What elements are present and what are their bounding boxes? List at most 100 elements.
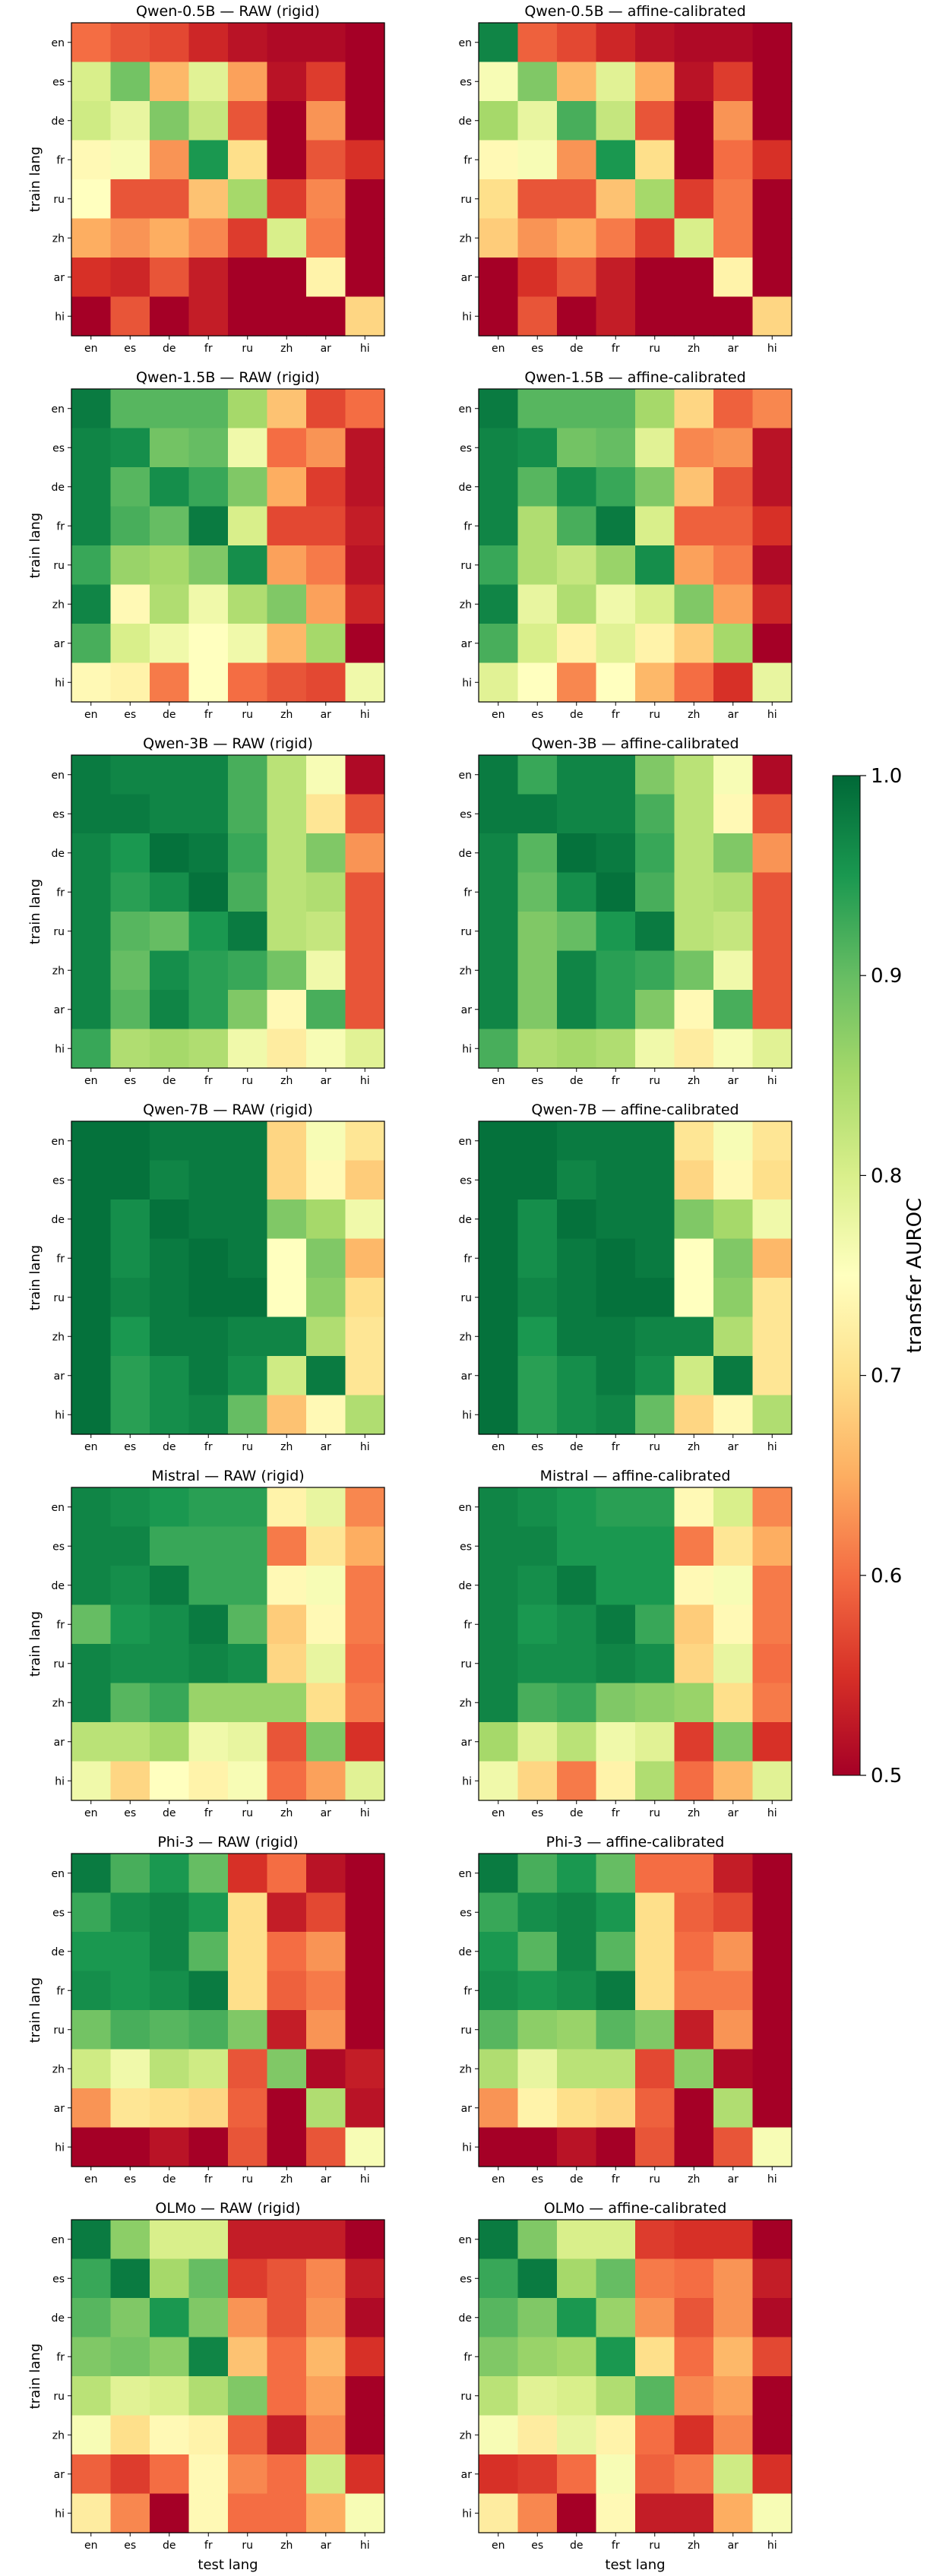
- y-tick-label: de: [459, 2312, 473, 2325]
- heatmap-cell: [635, 1566, 675, 1606]
- heatmap-cell: [267, 1932, 307, 1972]
- heatmap-cell: [71, 794, 112, 834]
- heatmap-cell: [345, 912, 385, 952]
- heatmap-cell: [479, 2088, 519, 2129]
- heatmap-cell: [674, 1683, 714, 1723]
- heatmap-cell: [345, 1356, 385, 1396]
- y-tick-label: ar: [461, 2103, 473, 2115]
- heatmap-cell: [517, 545, 558, 586]
- heatmap-cell: [228, 1854, 268, 1894]
- heatmap-cell: [150, 1199, 190, 1240]
- y-tick-label: ar: [54, 1737, 65, 1749]
- heatmap-cell: [110, 296, 150, 337]
- panel-frame: [71, 1853, 385, 2167]
- heatmap-cell: [517, 1395, 558, 1435]
- heatmap-cell: [752, 1683, 792, 1723]
- x-tick-label: en: [84, 2540, 98, 2552]
- panel-title: Qwen-1.5B — RAW (rigid): [136, 369, 320, 386]
- heatmap-cell: [713, 1566, 754, 1606]
- heatmap-cell: [110, 389, 150, 429]
- heatmap-cell: [71, 1160, 112, 1200]
- heatmap-cell: [596, 1971, 636, 2011]
- heatmap-cell: [557, 990, 597, 1030]
- heatmap-cell: [345, 1395, 385, 1435]
- heatmap-cell: [71, 296, 112, 337]
- x-tick-label: ar: [321, 1075, 332, 1087]
- heatmap-cell: [635, 833, 675, 874]
- heatmap-cell: [150, 1854, 190, 1894]
- x-tick-label: es: [124, 343, 136, 355]
- heatmap-cell: [188, 1160, 229, 1200]
- y-tick-label: ru: [460, 1292, 472, 1304]
- x-tick-label: ru: [242, 709, 253, 721]
- y-tick-label: en: [52, 1136, 65, 1148]
- heatmap-cell: [306, 1238, 346, 1279]
- y-tick-label: en: [459, 770, 473, 782]
- heatmap-cell: [267, 296, 307, 337]
- heatmap-cell: [557, 1892, 597, 1933]
- heatmap-cell: [110, 1566, 150, 1606]
- heatmap-cell: [596, 1604, 636, 1645]
- heatmap-cell: [635, 1932, 675, 1972]
- y-tick-label: ru: [460, 2024, 472, 2037]
- heatmap-cell: [557, 1854, 597, 1894]
- y-tick-label: de: [52, 482, 65, 494]
- heatmap-cell: [228, 2415, 268, 2455]
- heatmap-cell: [306, 1722, 346, 1762]
- heatmap-cell: [150, 2298, 190, 2338]
- heatmap-cell: [752, 2454, 792, 2495]
- y-tick-label: hi: [462, 1043, 472, 1055]
- heatmap-cell: [306, 140, 346, 180]
- heatmap-cell: [306, 2010, 346, 2050]
- heatmap-cell: [150, 218, 190, 258]
- heatmap-cell: [267, 140, 307, 180]
- heatmap-cell: [596, 662, 636, 703]
- heatmap-cell: [713, 1121, 754, 1162]
- heatmap-cell: [306, 1199, 346, 1240]
- y-tick-label: zh: [460, 2429, 472, 2442]
- heatmap-cell: [635, 1722, 675, 1762]
- heatmap-cell: [596, 950, 636, 991]
- heatmap-cell: [517, 258, 558, 298]
- heatmap-cell: [713, 2337, 754, 2377]
- heatmap-cell: [188, 1199, 229, 1240]
- heatmap-cell: [713, 506, 754, 546]
- heatmap-cell: [306, 467, 346, 507]
- heatmap-cell: [228, 1566, 268, 1606]
- heatmap-cell: [674, 1566, 714, 1606]
- x-tick-label: de: [163, 1441, 176, 1453]
- heatmap-cell: [110, 1029, 150, 1069]
- x-tick-label: de: [570, 2173, 584, 2186]
- heatmap-cell: [228, 1604, 268, 1645]
- x-tick-label: es: [531, 2540, 543, 2552]
- heatmap-cell: [267, 2049, 307, 2089]
- heatmap-cell: [267, 218, 307, 258]
- x-tick-label: es: [124, 2173, 136, 2186]
- y-axis-label: train lang: [27, 513, 43, 578]
- heatmap-cell: [267, 1892, 307, 1933]
- heatmap-cell: [557, 23, 597, 63]
- y-tick-label: es: [460, 2273, 472, 2285]
- heatmap-cell: [635, 1121, 675, 1162]
- y-tick-label: en: [459, 403, 473, 416]
- heatmap-cell: [267, 794, 307, 834]
- heatmap-cell: [150, 2493, 190, 2533]
- heatmap-cell: [267, 23, 307, 63]
- panel-title: OLMo — affine-calibrated: [544, 2200, 727, 2217]
- heatmap-cell: [674, 1722, 714, 1762]
- y-tick-label: zh: [52, 1697, 65, 1709]
- y-tick-label: fr: [56, 154, 65, 166]
- heatmap-cell: [188, 258, 229, 298]
- heatmap-cell: [713, 1892, 754, 1933]
- y-tick-label: en: [459, 37, 473, 49]
- heatmap-cell: [635, 23, 675, 63]
- heatmap-cell: [713, 950, 754, 991]
- heatmap-cell: [150, 467, 190, 507]
- heatmap-cell: [150, 258, 190, 298]
- heatmap-cell: [479, 2493, 519, 2533]
- heatmap-cell: [752, 2127, 792, 2167]
- heatmap-cell: [752, 2337, 792, 2377]
- heatmap-cell: [752, 1356, 792, 1396]
- heatmap-cell: [635, 428, 675, 468]
- heatmap-cell: [228, 1644, 268, 1684]
